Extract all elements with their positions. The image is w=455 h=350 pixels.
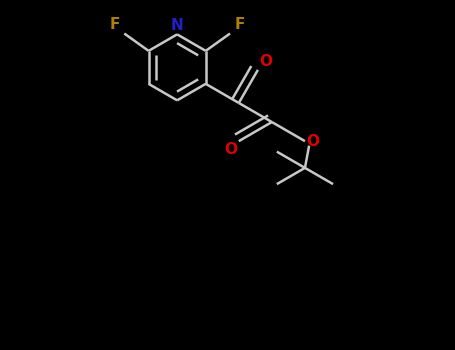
Text: F: F xyxy=(110,17,120,32)
Text: N: N xyxy=(171,18,183,33)
Text: O: O xyxy=(307,134,320,149)
Text: O: O xyxy=(260,54,273,69)
Text: O: O xyxy=(224,142,237,157)
Text: F: F xyxy=(234,17,245,32)
